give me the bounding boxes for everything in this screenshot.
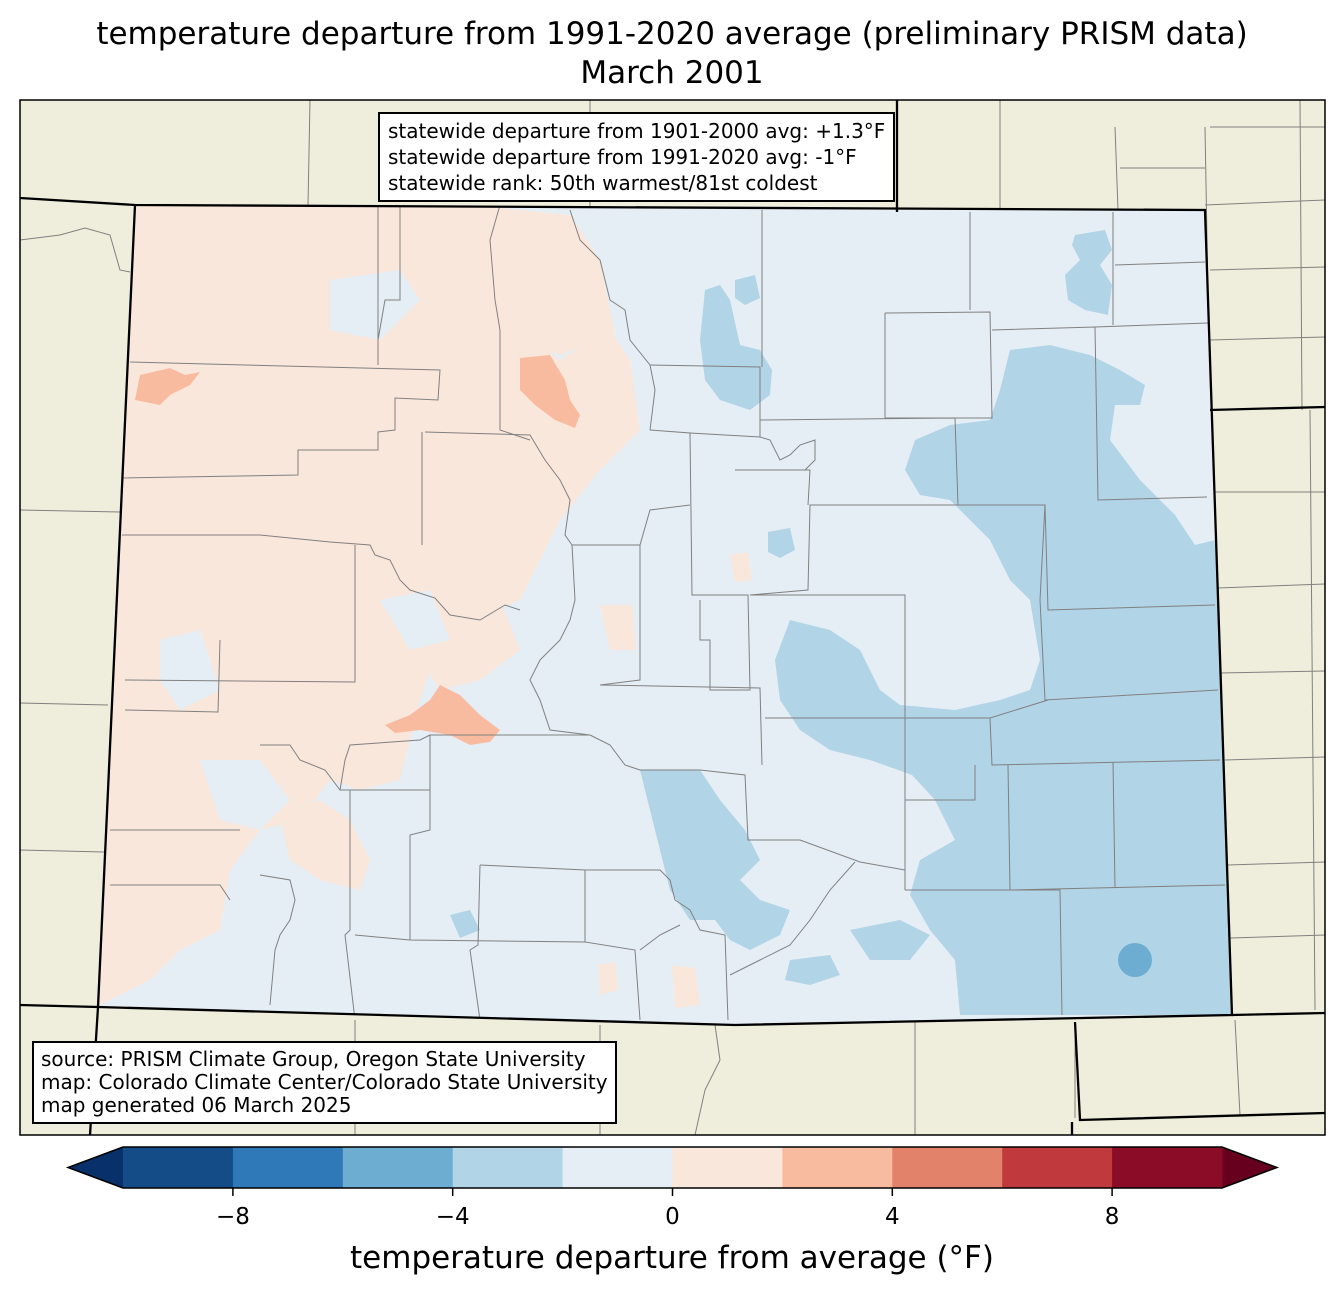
warm-region-southwest	[280, 800, 370, 890]
cool-patch-larimer	[735, 275, 760, 305]
cool-area-northeast-1	[700, 285, 772, 410]
warm-blob-southeast-2	[672, 965, 700, 1008]
map-subtitle: March 2001	[580, 55, 764, 91]
source-line-map: map: Colorado Climate Center/Colorado St…	[41, 1070, 608, 1094]
warm-spot-northwest	[135, 368, 200, 405]
cool-patch-south-2	[850, 920, 930, 960]
map-frame	[19, 99, 1326, 1136]
cool-area-northeast-2	[1065, 230, 1112, 315]
colorbar-tick-label: −8	[215, 1204, 250, 1230]
colorbar-tick-label: 0	[665, 1204, 680, 1230]
colorbar-segment	[562, 1147, 673, 1188]
colorbar-segment	[672, 1147, 783, 1188]
cool-patch-south-1	[785, 955, 840, 985]
colorbar-segment	[452, 1147, 564, 1188]
colorbar-segment	[342, 1147, 454, 1188]
warm-spot-central	[385, 685, 500, 745]
warm-blob-front-range	[600, 605, 636, 650]
map-title: temperature departure from 1991-2020 ave…	[96, 16, 1248, 52]
colorbar-outline	[65, 1146, 1280, 1189]
neighbor-county-lines	[20, 100, 1325, 1135]
colorbar-segment	[123, 1147, 234, 1188]
colorbar-segment	[232, 1147, 344, 1188]
colorbar-tick-label: 4	[884, 1204, 900, 1230]
cool-patch-denver	[768, 528, 795, 558]
colorbar-under-arrow	[68, 1147, 123, 1188]
colorbar-label: temperature departure from average (°F)	[350, 1240, 994, 1276]
colorbar-over-arrow	[1222, 1147, 1277, 1188]
stats-line-rank: statewide rank: 50th warmest/81st coldes…	[388, 171, 818, 195]
cool-patch-west-4	[380, 590, 450, 650]
stats-line-1901-2000: statewide departure from 1901-2000 avg: …	[388, 119, 886, 143]
cool-area-eastern-plains	[775, 345, 1232, 1015]
warm-blob-southeast-1	[598, 962, 618, 995]
colorado-county-lines	[110, 205, 1226, 1021]
warm-spot-north-park	[520, 355, 580, 428]
colorbar-segment	[892, 1147, 1003, 1188]
warm-blob-denver	[730, 552, 752, 582]
cool-patch-west-2	[160, 630, 220, 710]
colorbar-segment	[1002, 1147, 1113, 1188]
source-line-prism: source: PRISM Climate Group, Oregon Stat…	[41, 1047, 586, 1071]
cold-spot-southeast	[1118, 943, 1152, 977]
cool-patch-san-luis	[450, 910, 480, 938]
statewide-stats-box: statewide departure from 1901-2000 avg: …	[378, 112, 896, 202]
colorbar-segment	[782, 1147, 893, 1188]
cool-area-sangre-de-cristo	[640, 770, 790, 950]
colorbar-tick-label: 8	[1104, 1204, 1120, 1230]
stats-line-1991-2020: statewide departure from 1991-2020 avg: …	[388, 145, 857, 169]
colorbar-tick-label: −4	[435, 1204, 470, 1230]
warm-region-central	[370, 540, 520, 690]
source-line-generated: map generated 06 March 2025	[41, 1093, 352, 1117]
colorbar-segment	[1112, 1147, 1223, 1188]
source-box: source: PRISM Climate Group, Oregon Stat…	[32, 1041, 617, 1124]
cool-patch-west-3	[200, 760, 290, 830]
cool-patch-west-1	[330, 270, 420, 340]
warm-region-north-park	[470, 205, 615, 355]
colorbar	[65, 1146, 1280, 1196]
